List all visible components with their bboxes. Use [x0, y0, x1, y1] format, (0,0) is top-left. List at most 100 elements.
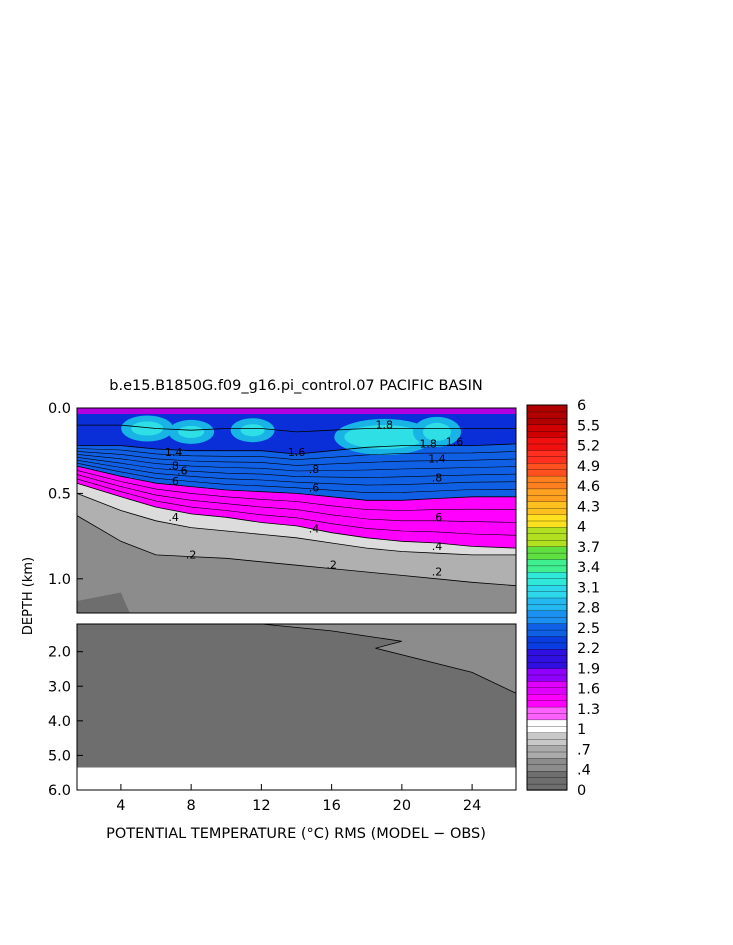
colorbar-swatch [526, 539, 568, 547]
contour-line [77, 424, 516, 433]
lower-panel [77, 623, 517, 790]
contour-label: 1.8 [419, 437, 437, 450]
contour-label: .8 [432, 471, 443, 484]
x-tick-label: 4 [116, 798, 125, 814]
contour-line [76, 465, 516, 501]
colorbar-swatch [526, 693, 568, 701]
contour-line [76, 454, 517, 472]
colorbar-swatch [526, 719, 568, 727]
colorbar-label: 1.9 [577, 661, 600, 677]
contour-line [76, 478, 517, 536]
colorbar-swatch [526, 603, 568, 611]
colorbar-swatch [526, 469, 568, 477]
contour-label: 1.4 [428, 453, 446, 466]
y-tick-label: 6.0 [48, 783, 71, 799]
contour-line [76, 462, 517, 494]
colorbar-label: 5.5 [577, 418, 600, 434]
colorbar-swatch [526, 648, 568, 656]
colorbar-swatch [526, 513, 568, 522]
y-tick-label: 1.0 [48, 572, 71, 588]
contour-line [77, 443, 517, 455]
contour-label: .2 [186, 548, 197, 561]
colorbar-swatch [526, 411, 568, 419]
colorbar-swatch [526, 706, 568, 714]
colorbar-swatch [526, 655, 568, 663]
colorbar-label: 3.1 [577, 580, 600, 596]
y-tick-label: 0.5 [48, 486, 71, 502]
x-tick-label: 16 [322, 798, 340, 814]
contour-label: .6 [177, 465, 188, 478]
colorbar-swatch [526, 597, 568, 605]
contour-label: .6 [432, 511, 443, 524]
contour-line [76, 459, 517, 486]
x-tick-label: 12 [252, 798, 270, 814]
contour-line [76, 470, 517, 511]
upper-frame [76, 407, 517, 614]
contour-line [76, 451, 517, 466]
colorbar-swatch [526, 623, 568, 631]
x-tick-label: 24 [463, 798, 481, 814]
colorbar-swatch [526, 783, 568, 791]
contour-blob [178, 425, 205, 438]
colorbar-swatch [526, 526, 568, 534]
contour-blob [131, 421, 164, 436]
colorbar-swatch [526, 552, 568, 560]
contour-label: 1.6 [288, 446, 306, 459]
colorbar-swatch [526, 590, 568, 599]
colorbar-label: 5.2 [577, 439, 600, 455]
surface-layer [77, 408, 516, 414]
contour-label: .8 [309, 463, 320, 476]
colorbar-swatch [526, 744, 568, 753]
colorbar-swatch [526, 712, 568, 721]
colorbar-swatch [526, 430, 568, 438]
colorbar-swatch [526, 462, 568, 470]
contour-label: .4 [432, 540, 443, 553]
colorbar-label: .4 [577, 763, 591, 779]
contour-line [76, 482, 517, 549]
contour-label: .2 [432, 565, 443, 578]
lower-frame [76, 623, 517, 791]
colorbar-swatch [526, 764, 568, 772]
colorbar-swatch [526, 578, 568, 586]
colorbar-label: 2.8 [577, 601, 600, 617]
colorbar-swatch [526, 475, 568, 483]
axes: 0.0 0.5 1.0 2.0 3.0 4.0 5.0 6.0 4 8 12 16 20 24 [48, 401, 517, 814]
x-tick-label: 8 [187, 798, 196, 814]
colorbar-swatch [526, 507, 568, 515]
colorbar-label: .7 [577, 742, 591, 758]
colorbar-swatch [526, 520, 568, 528]
chart-title: b.e15.B1850G.f09_g16.pi_control.07 PACIF… [109, 378, 482, 394]
contour-line [76, 448, 517, 461]
colorbar-swatch [526, 751, 568, 759]
colorbar-swatch [526, 584, 568, 592]
colorbar-swatch [526, 449, 568, 457]
colorbar-swatch [526, 610, 568, 618]
colorbar-swatch [526, 674, 568, 682]
colorbar-swatch [526, 571, 568, 579]
colorbar-swatch [526, 488, 568, 496]
y-tick-label: 2.0 [48, 645, 71, 661]
colorbar-frame [526, 404, 568, 791]
colorbar-swatch [526, 616, 568, 624]
contour-label: 1.6 [446, 436, 464, 449]
colorbar-swatch [526, 481, 568, 490]
contour-label: .6 [168, 475, 179, 488]
colorbar-swatch [526, 546, 568, 554]
colorbar-swatch [526, 436, 568, 445]
colorbar-label: 4.6 [577, 479, 600, 495]
colorbar-swatch [526, 443, 568, 451]
colorbar-swatch [526, 661, 568, 669]
y-tick-label: 0.0 [48, 401, 71, 417]
colorbar-swatch [526, 680, 568, 688]
contour-line [76, 493, 516, 556]
colorbar: 6 5.5 5.2 4.9 4.6 4.3 4 3.7 3.4 3.1 2.8 2.5 2.2 1.9 1.… [526, 398, 600, 799]
upper-panel: .2.2.2.4.4.4.6.6.6.6.8.8.81.41.41.81.81.… [76, 408, 517, 613]
y-tick-label: 5.0 [48, 748, 71, 764]
contour-label: .2 [326, 559, 337, 572]
colorbar-swatch [526, 642, 568, 650]
colorbar-swatch [526, 629, 568, 637]
colorbar-label: 3.4 [577, 560, 600, 576]
contour-label: .4 [309, 523, 320, 536]
colorbar-swatch [526, 770, 568, 778]
